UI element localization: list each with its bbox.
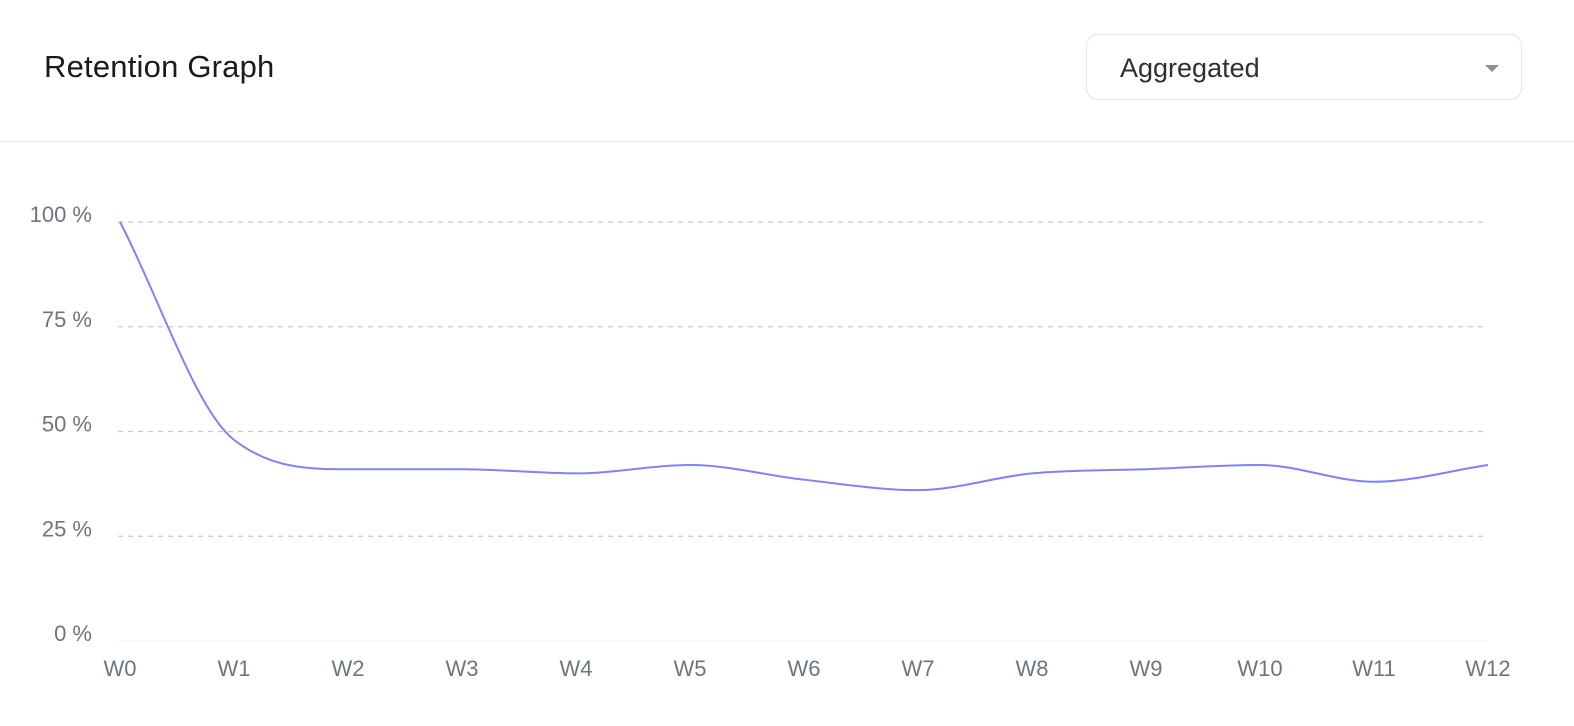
data-point-W8[interactable] — [1026, 467, 1038, 479]
x-tick-label: W4 — [560, 656, 593, 681]
x-tick-label: W12 — [1465, 656, 1510, 681]
series-layer — [114, 216, 1494, 496]
x-tick-label: W9 — [1130, 656, 1163, 681]
data-point-W2[interactable] — [342, 463, 354, 475]
x-tick-label: W7 — [902, 656, 935, 681]
chart-title: Retention Graph — [44, 49, 275, 84]
x-tick-label: W8 — [1016, 656, 1049, 681]
data-point-W12[interactable] — [1482, 459, 1494, 471]
y-tick-label: 25 % — [42, 516, 92, 541]
data-point-W6[interactable] — [798, 474, 810, 486]
x-tick-label: W5 — [674, 656, 707, 681]
grid-lines — [118, 221, 1488, 642]
caret-down-icon — [1485, 65, 1499, 72]
data-point-W4[interactable] — [570, 467, 582, 479]
x-tick-label: W2 — [332, 656, 365, 681]
x-tick-label: W1 — [218, 656, 251, 681]
chart-header: Retention Graph Aggregated — [0, 0, 1574, 142]
y-tick-label: 75 % — [42, 307, 92, 332]
x-tick-label: W10 — [1237, 656, 1282, 681]
data-point-W11[interactable] — [1368, 476, 1380, 488]
x-axis-ticks: W0 W1 W2 W3 W4 W5 W6 W7 W8 W9 W10 W11 W12 — [104, 656, 1511, 681]
view-mode-select[interactable]: Aggregated — [1086, 34, 1522, 100]
x-tick-label: W0 — [104, 656, 137, 681]
data-point-W5[interactable] — [684, 459, 696, 471]
data-point-W10[interactable] — [1254, 459, 1266, 471]
y-tick-label: 100 % — [30, 202, 92, 227]
x-tick-label: W6 — [788, 656, 821, 681]
series-line-0 — [119, 221, 1489, 492]
data-point-W0[interactable] — [114, 216, 126, 228]
y-tick-label: 0 % — [54, 621, 92, 646]
x-tick-label: W3 — [446, 656, 479, 681]
view-mode-value: Aggregated — [1120, 53, 1260, 83]
y-tick-label: 50 % — [42, 412, 92, 437]
x-tick-label: W11 — [1352, 656, 1396, 681]
y-axis-ticks: 0 % 25 % 50 % 75 % 100 % — [30, 202, 92, 646]
data-point-W7[interactable] — [912, 484, 924, 496]
data-point-W3[interactable] — [456, 463, 468, 475]
data-point-W9[interactable] — [1140, 463, 1152, 475]
data-point-W1[interactable] — [228, 434, 240, 446]
